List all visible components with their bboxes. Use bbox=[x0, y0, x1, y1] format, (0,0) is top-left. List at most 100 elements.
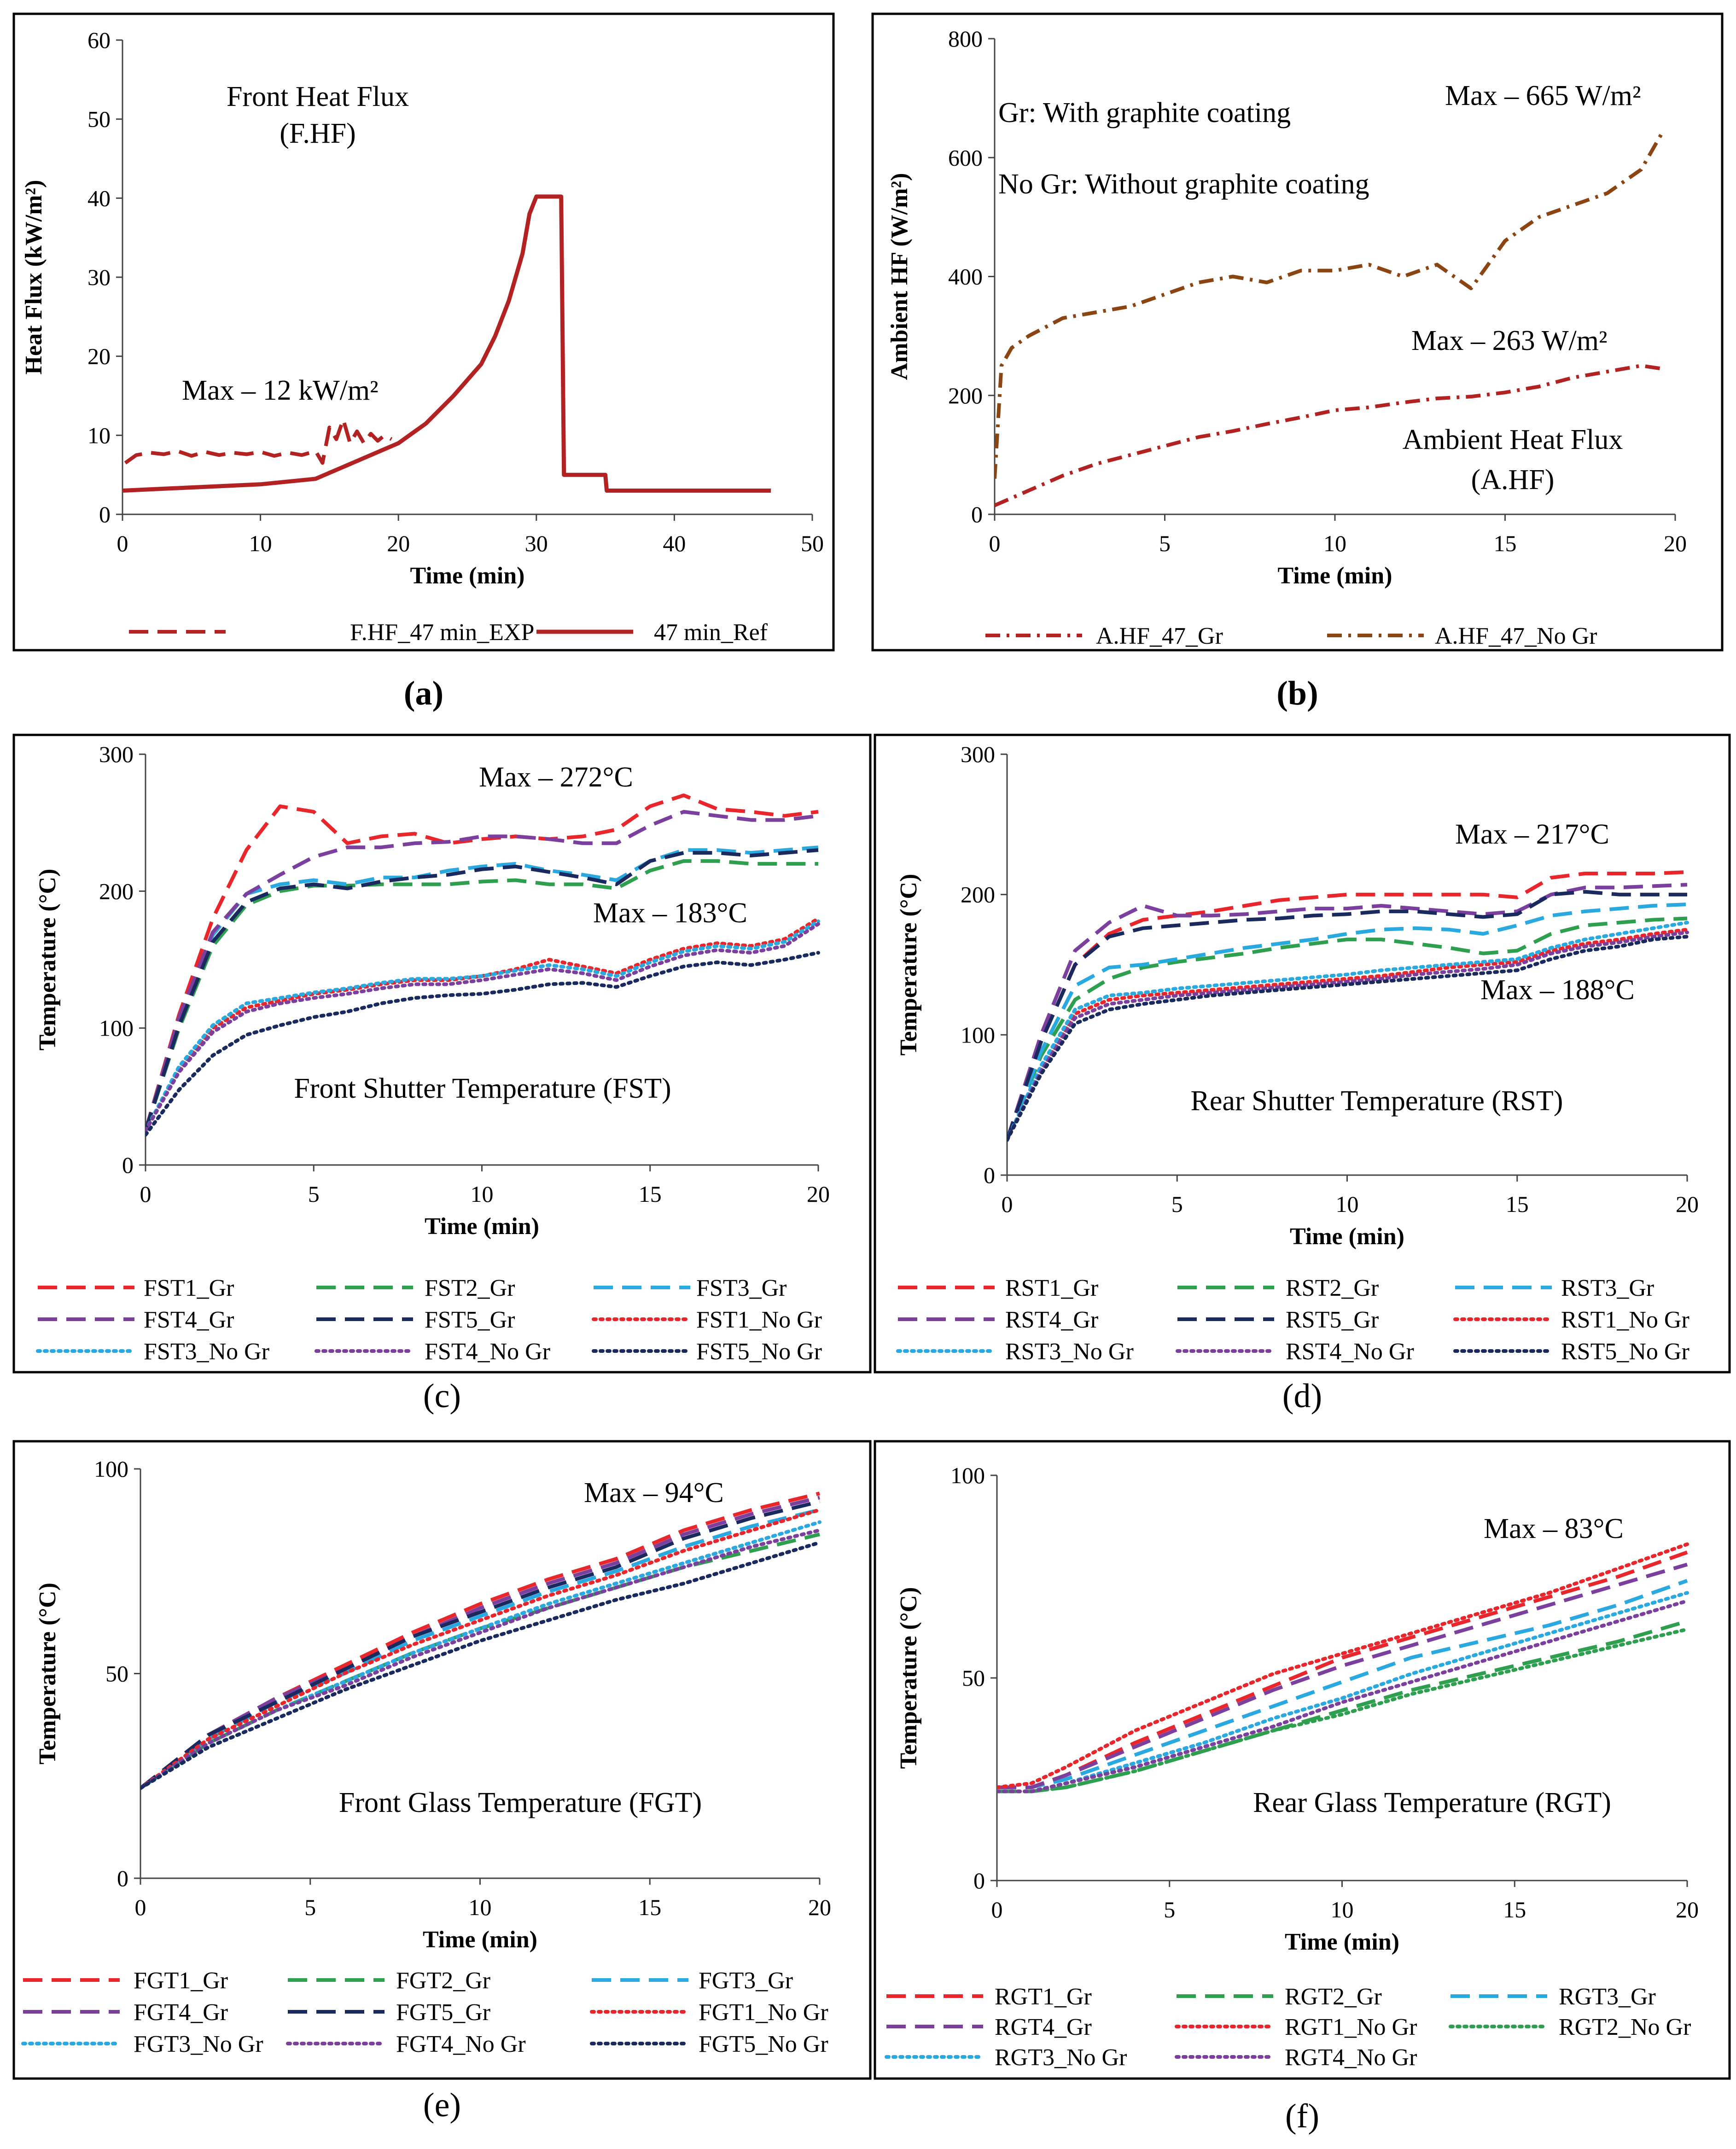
y-tick-label: 20 bbox=[87, 344, 111, 369]
series-line-f-hf-47-min-exp bbox=[124, 418, 393, 465]
annotation-rst-title: Rear Shutter Temperature (RST) bbox=[1191, 1085, 1563, 1117]
y-tick-label: 0 bbox=[99, 501, 111, 527]
annotation-max-263: Max – 263 W/m² bbox=[1411, 325, 1608, 356]
x-tick-label: 20 bbox=[808, 1894, 831, 1920]
y-axis-label: Temperature (°C) bbox=[896, 1587, 922, 1769]
legend-label: FGT5_No Gr bbox=[699, 2031, 828, 2057]
y-tick-label: 100 bbox=[94, 1456, 128, 1482]
panel-frame bbox=[12, 12, 835, 652]
series-line-fgt3-no-gr bbox=[140, 1520, 821, 1790]
panel-caption-b: (b) bbox=[1276, 675, 1318, 712]
series-line-rst4-no-gr bbox=[1007, 930, 1689, 1142]
y-axis-label: Temperature (°C) bbox=[896, 874, 922, 1056]
y-tick-label: 0 bbox=[971, 501, 983, 527]
x-axis-label: Time (min) bbox=[1285, 1929, 1399, 1955]
series-line-rst3-no-gr bbox=[1007, 920, 1689, 1142]
annotation-front-heat-flux: Front Heat Flux bbox=[227, 81, 409, 112]
legend-label: RST2_Gr bbox=[1286, 1275, 1379, 1301]
x-tick-label: 0 bbox=[989, 530, 1001, 556]
y-tick-label: 0 bbox=[122, 1152, 134, 1178]
series-line-fgt1-gr bbox=[140, 1491, 820, 1790]
x-tick-label: 15 bbox=[1503, 1897, 1526, 1922]
series-line-rgt2-gr bbox=[997, 1619, 1688, 1794]
series-line-fst2-gr bbox=[146, 859, 818, 1131]
y-tick-label: 0 bbox=[973, 1868, 985, 1893]
x-tick-label: 0 bbox=[991, 1897, 1003, 1922]
legend-label: RST4_Gr bbox=[1005, 1307, 1098, 1333]
legend-label: RGT1_No Gr bbox=[1285, 2014, 1417, 2040]
y-tick-label: 400 bbox=[948, 264, 983, 290]
x-tick-label: 15 bbox=[638, 1894, 661, 1920]
annotation-gr-note: Gr: With graphite coating bbox=[998, 97, 1291, 128]
legend-label: FST1_No Gr bbox=[696, 1307, 822, 1333]
legend-label: FST4_No Gr bbox=[425, 1339, 550, 1365]
panel-f: 0 5 10 15 20 0 50 100 Time (min) Temperature (°C)… bbox=[874, 1440, 1731, 2080]
panel-caption-e: (e) bbox=[423, 2086, 461, 2124]
y-tick-label: 50 bbox=[105, 1661, 128, 1687]
series-line-47-min-ref bbox=[122, 194, 771, 493]
panel-caption-a: (a) bbox=[404, 675, 443, 712]
x-tick-label: 40 bbox=[663, 530, 686, 556]
x-tick-label: 0 bbox=[117, 530, 128, 556]
annotation-fgt-title: Front Glass Temperature (FGT) bbox=[339, 1787, 702, 1818]
series-line-rgt3-no-gr bbox=[997, 1591, 1689, 1794]
y-tick-label: 60 bbox=[87, 27, 111, 53]
annotation-max-272: Max – 272°C bbox=[479, 762, 633, 793]
legend-label: RGT1_Gr bbox=[995, 1984, 1092, 2010]
x-axis-label: Time (min) bbox=[410, 563, 525, 589]
series-line-rgt1-no-gr bbox=[997, 1542, 1689, 1789]
annotation-ambient-heat-flux: Ambient Heat Flux bbox=[1403, 424, 1623, 455]
series-line-a-hf-47-gr bbox=[995, 364, 1662, 507]
y-tick-label: 200 bbox=[99, 878, 134, 904]
legend-label: RST4_No Gr bbox=[1286, 1339, 1414, 1365]
x-tick-label: 20 bbox=[1676, 1897, 1699, 1922]
y-axis-label: Heat Flux (kW/m²) bbox=[21, 180, 47, 375]
x-tick-label: 30 bbox=[525, 530, 548, 556]
annotation-max-217: Max – 217°C bbox=[1455, 819, 1609, 850]
x-tick-label: 5 bbox=[1159, 530, 1171, 556]
series-line-rgt4-gr bbox=[997, 1562, 1688, 1789]
series-line-rgt1-gr bbox=[997, 1550, 1688, 1789]
series-line-fst4-gr bbox=[146, 810, 819, 1131]
x-tick-label: 15 bbox=[1506, 1191, 1529, 1217]
annotation-rgt-title: Rear Glass Temperature (RGT) bbox=[1253, 1787, 1611, 1818]
series-line-fst3-gr bbox=[146, 845, 819, 1131]
series-line-rst1-gr bbox=[1007, 870, 1688, 1141]
legend-label: RST3_No Gr bbox=[1005, 1339, 1134, 1365]
legend-label: RGT2_No Gr bbox=[1559, 2014, 1691, 2040]
legend-label: FGT3_No Gr bbox=[134, 2031, 263, 2057]
panel-frame bbox=[874, 1440, 1731, 2080]
y-tick-label: 100 bbox=[99, 1015, 134, 1041]
x-tick-label: 10 bbox=[1336, 1191, 1359, 1217]
y-tick-label: 200 bbox=[948, 383, 983, 408]
series-line-a-hf-47-no-gr bbox=[995, 133, 1663, 479]
x-tick-label: 0 bbox=[140, 1181, 151, 1207]
y-tick-label: 30 bbox=[87, 264, 111, 290]
y-tick-label: 10 bbox=[87, 422, 111, 448]
series-line-fgt4-no-gr bbox=[140, 1528, 821, 1790]
series-line-rst5-no-gr bbox=[1007, 935, 1689, 1142]
y-tick-label: 0 bbox=[117, 1865, 128, 1891]
y-tick-label: 200 bbox=[961, 882, 995, 908]
series-line-fst1-gr bbox=[146, 793, 819, 1131]
y-tick-label: 600 bbox=[948, 145, 983, 170]
legend-label: FST1_Gr bbox=[144, 1275, 234, 1301]
y-tick-label: 800 bbox=[948, 26, 983, 52]
annotation-fhf-abbrev: (F.HF) bbox=[280, 118, 356, 149]
legend-label: FST3_Gr bbox=[696, 1275, 786, 1301]
series-line-rst3-gr bbox=[1007, 903, 1688, 1141]
series-line-rgt2-no-gr bbox=[997, 1627, 1689, 1794]
annotation-max-12: Max – 12 kW/m² bbox=[182, 375, 379, 406]
legend-label: FST2_Gr bbox=[425, 1275, 515, 1301]
x-tick-label: 20 bbox=[387, 530, 410, 556]
legend-label: RST5_Gr bbox=[1286, 1307, 1379, 1333]
x-tick-label: 20 bbox=[1664, 530, 1687, 556]
panel-frame bbox=[12, 1440, 872, 2080]
annotation-max-94: Max – 94°C bbox=[584, 1477, 724, 1508]
legend-label: FGT1_No Gr bbox=[699, 1999, 828, 2026]
x-tick-label: 5 bbox=[308, 1181, 320, 1207]
